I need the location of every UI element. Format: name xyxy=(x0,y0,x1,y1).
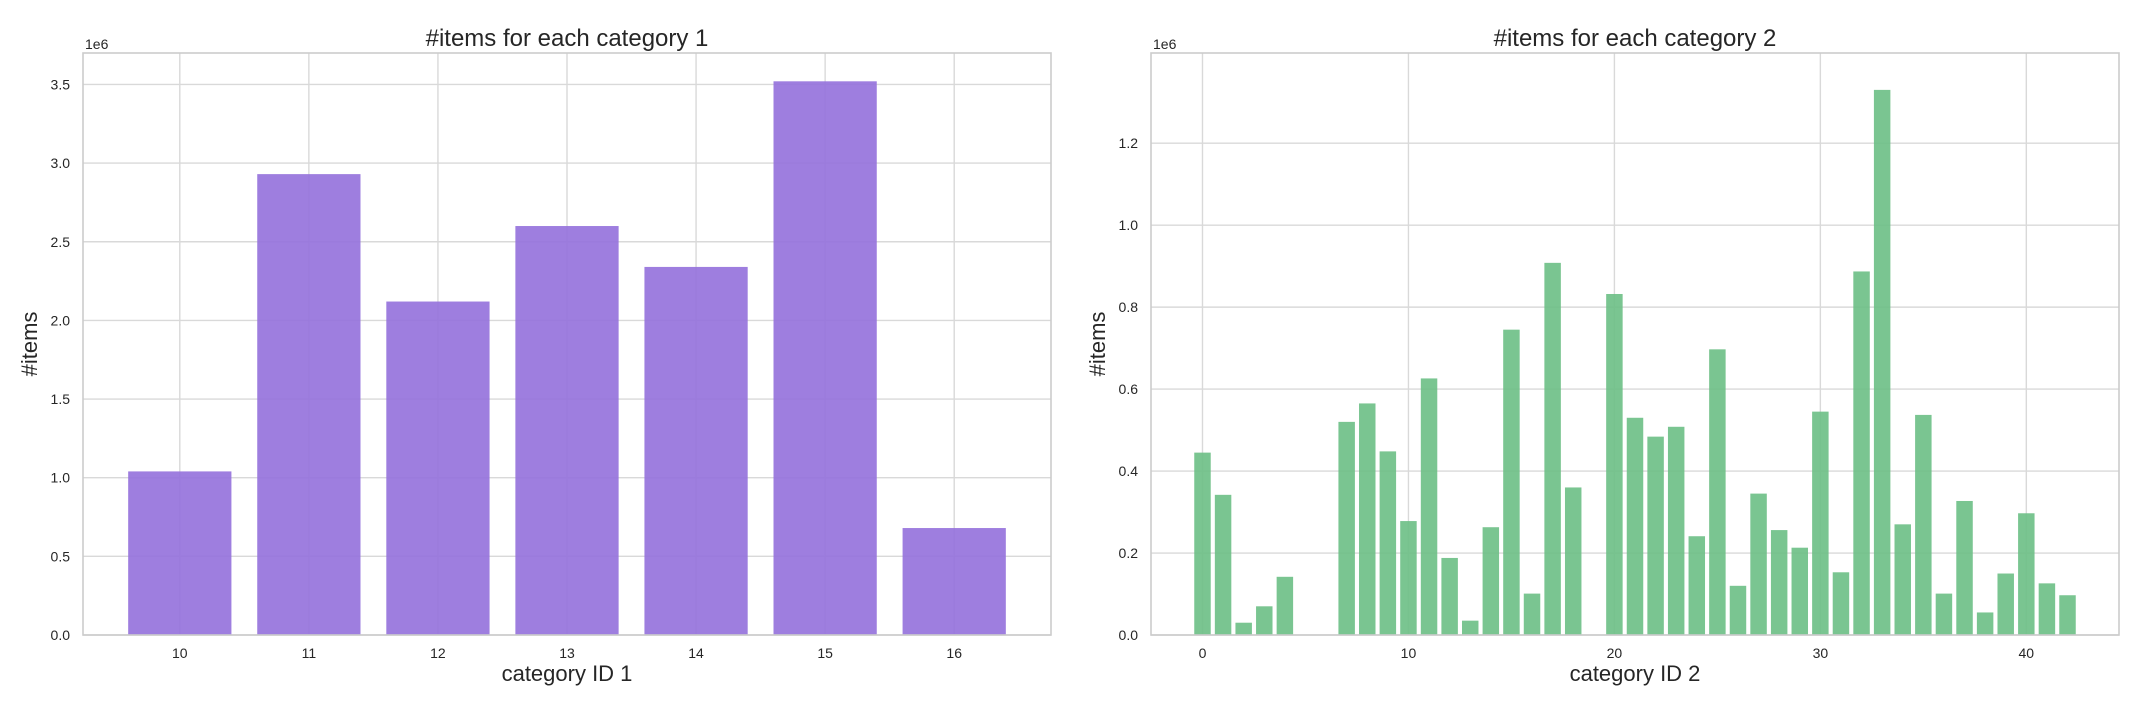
y-tick-label: 0.2 xyxy=(1119,545,1139,561)
bar-16 xyxy=(902,528,1006,635)
y-tick-label: 0.0 xyxy=(51,627,71,643)
bar-11 xyxy=(257,174,361,636)
bars xyxy=(128,81,1006,636)
y-tick-label: 0.6 xyxy=(1119,381,1139,397)
bar-31 xyxy=(1832,572,1850,635)
bar-11 xyxy=(1420,378,1438,635)
bar-18 xyxy=(1564,487,1582,635)
y-tick-label: 0.0 xyxy=(1119,627,1139,643)
bar-26 xyxy=(1729,585,1747,635)
x-tick-label: 10 xyxy=(172,645,188,661)
chart-category-1: 0.00.51.01.52.02.53.03.5 10 11 12 13 14 15 16 … xyxy=(17,25,1052,686)
bar-21 xyxy=(1626,417,1644,635)
x-tick-label: 14 xyxy=(688,645,704,661)
bar-42 xyxy=(2059,595,2076,635)
bar-10 xyxy=(1400,521,1417,635)
bar-12 xyxy=(386,301,490,635)
bar-14 xyxy=(644,266,748,635)
bar-22 xyxy=(1647,436,1664,635)
bar-15 xyxy=(773,81,877,635)
y-axis-title: #items xyxy=(1085,312,1110,377)
y-tick-label: 3.0 xyxy=(51,155,71,171)
x-tick-label: 40 xyxy=(2019,645,2035,661)
bar-15 xyxy=(1503,329,1520,635)
plot-frame xyxy=(1150,52,2120,636)
x-axis-title: category ID 2 xyxy=(1570,661,1701,686)
bar-17 xyxy=(1544,262,1561,635)
y-tick-label: 2.5 xyxy=(51,234,71,250)
y-tick-labels: 0.0 0.2 0.4 0.6 0.8 1.0 1.2 xyxy=(1119,135,1139,643)
y-offset-label: 1e6 xyxy=(85,36,109,52)
bar-25 xyxy=(1709,349,1726,635)
x-tick-labels: 0 10 20 30 40 xyxy=(1199,645,2035,661)
bar-23 xyxy=(1667,426,1685,635)
bar-34 xyxy=(1894,524,1911,635)
bar-27 xyxy=(1750,493,1767,635)
bar-7 xyxy=(1338,421,1355,635)
bar-3 xyxy=(1256,606,1273,635)
bar-28 xyxy=(1770,530,1788,635)
bar-0 xyxy=(1194,452,1211,635)
x-tick-label: 0 xyxy=(1199,645,1207,661)
y-tick-label: 1.0 xyxy=(51,470,71,486)
bar-38 xyxy=(1976,612,1994,635)
chart-title: #items for each category 1 xyxy=(426,25,709,52)
y-tick-label: 0.8 xyxy=(1119,299,1139,315)
chart-title: #items for each category 2 xyxy=(1494,25,1777,52)
bar-32 xyxy=(1853,271,1870,635)
y-tick-labels: 0.0 0.5 1.0 1.5 2.0 2.5 3.0 3.5 xyxy=(51,76,71,643)
x-tick-label: 20 xyxy=(1607,645,1623,661)
y-offset-label: 1e6 xyxy=(1153,36,1177,52)
bar-1 xyxy=(1214,494,1232,635)
bar-37 xyxy=(1956,500,1973,635)
bars xyxy=(1194,89,2076,635)
x-axis-title: category ID 1 xyxy=(502,661,633,686)
x-tick-label: 15 xyxy=(817,645,833,661)
bar-39 xyxy=(1997,573,2014,635)
x-tick-label: 11 xyxy=(302,645,317,661)
plot-frame xyxy=(82,52,1052,636)
bar-10 xyxy=(128,471,232,635)
bar-35 xyxy=(1915,414,1932,635)
chart-category-2: 0.0 0.2 0.4 0.6 0.8 1.0 1.2 0 10 20 30 40 #items f… xyxy=(1085,25,2120,686)
y-tick-label: 0.5 xyxy=(51,548,71,564)
bar-13 xyxy=(1461,620,1479,635)
y-tick-label: 0.4 xyxy=(1119,463,1139,479)
bar-12 xyxy=(1441,557,1458,635)
y-tick-label: 1.0 xyxy=(1119,217,1139,233)
y-tick-label: 2.0 xyxy=(51,312,71,328)
bar-2 xyxy=(1235,622,1252,635)
bar-14 xyxy=(1482,527,1500,635)
y-axis-title: #items xyxy=(17,312,42,377)
x-tick-label: 13 xyxy=(559,645,575,661)
bar-33 xyxy=(1873,89,1891,635)
bar-29 xyxy=(1791,547,1809,635)
x-tick-label: 30 xyxy=(1813,645,1829,661)
bar-30 xyxy=(1812,411,1829,635)
y-tick-label: 1.5 xyxy=(51,391,71,407)
x-tick-label: 12 xyxy=(430,645,446,661)
bar-8 xyxy=(1359,403,1376,635)
bar-4 xyxy=(1276,576,1294,635)
bar-16 xyxy=(1523,593,1541,635)
bar-36 xyxy=(1935,593,1953,635)
y-tick-label: 3.5 xyxy=(51,76,71,92)
y-tick-label: 1.2 xyxy=(1119,135,1139,151)
x-tick-labels: 10 11 12 13 14 15 16 xyxy=(172,645,962,661)
bar-20 xyxy=(1606,293,1623,635)
x-tick-label: 10 xyxy=(1401,645,1417,661)
bar-13 xyxy=(515,226,619,635)
bar-9 xyxy=(1379,451,1397,635)
bar-41 xyxy=(2038,583,2056,635)
x-tick-label: 16 xyxy=(946,645,962,661)
bar-40 xyxy=(2018,513,2035,635)
bar-24 xyxy=(1688,536,1706,635)
